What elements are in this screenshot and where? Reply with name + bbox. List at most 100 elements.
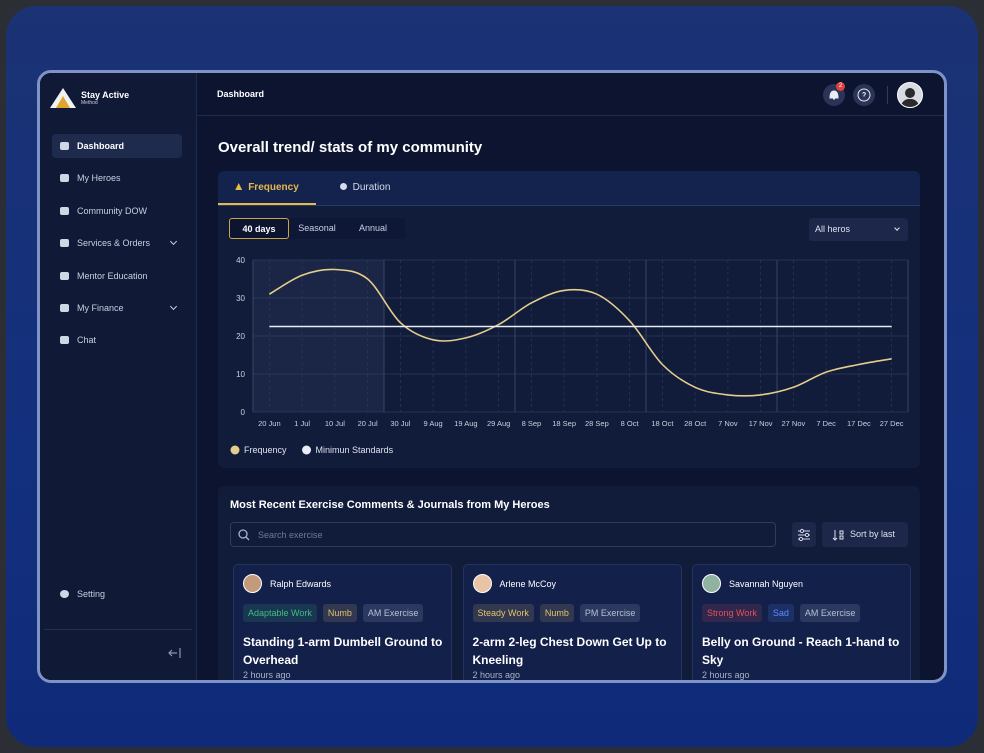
nav-label: Services & Orders	[77, 238, 151, 249]
setting-link[interactable]: Setting	[52, 582, 182, 606]
y-tick-label: 30	[236, 294, 245, 303]
nav-label: Dashboard	[77, 141, 125, 151]
top-bar: Dashboard 2	[197, 73, 944, 116]
x-tick-label: 7 Nov	[718, 419, 738, 428]
search-box[interactable]: Search exercise	[230, 522, 776, 547]
x-tick-label: 28 Oct	[684, 419, 707, 428]
icon	[60, 174, 69, 183]
tab-label: Frequency	[248, 182, 299, 193]
tag-list: Strong Work Sad AM Exercise	[702, 603, 866, 622]
tag-list: Steady Work Numb PM Exercise	[472, 603, 647, 622]
tab-bar: Frequency Duration	[218, 171, 920, 206]
tag: Numb	[539, 604, 574, 622]
range-selector: 40 days Seasonal Annual	[229, 218, 405, 239]
x-tick-label: 18 Sep	[552, 419, 576, 428]
comment-card[interactable]: Arlene McCoy Steady Work Numb PM Exercise 2-…	[462, 564, 682, 680]
notification-badge: 2	[836, 82, 845, 91]
icon	[60, 304, 69, 312]
notification-button[interactable]: 2	[823, 82, 845, 106]
card-avatar	[243, 574, 262, 593]
divider	[44, 629, 192, 630]
legend-label: Frequency	[244, 445, 287, 455]
range-option[interactable]: Annual	[358, 223, 388, 233]
tab[interactable]: Duration	[316, 171, 414, 205]
card-title: Standing 1-arm Dumbell Ground to Overhea…	[243, 635, 443, 667]
sidebar: Stay Active Method Dashboard My Heroes Com…	[40, 73, 197, 680]
dropdown-label: All heros	[815, 224, 851, 234]
nav-item[interactable]: Mentor Education	[52, 264, 182, 288]
y-tick-label: 20	[236, 332, 245, 341]
card-avatar	[472, 574, 492, 593]
nav-label: Community DOW	[77, 205, 148, 216]
nav-label: Chat	[77, 335, 97, 346]
icon	[60, 336, 69, 345]
legend-swatch	[230, 445, 240, 455]
card-name: Savannah Nguyen	[729, 579, 804, 589]
divider	[887, 86, 888, 104]
header-title: Dashboard	[217, 89, 265, 99]
range-option[interactable]: 40 days	[229, 218, 289, 239]
legend-swatch	[302, 445, 312, 455]
tag: AM Exercise	[362, 604, 424, 622]
collapse-button[interactable]	[168, 647, 182, 659]
card-name: Ralph Edwards	[270, 579, 332, 589]
nav-item[interactable]: Services & Orders	[52, 231, 182, 255]
nav-label: Mentor Education	[77, 270, 148, 281]
tab-icon	[235, 183, 243, 190]
x-tick-label: 30 Jul	[390, 419, 410, 428]
series-line	[268, 268, 892, 397]
tag: PM Exercise	[579, 604, 641, 622]
tag: Numb	[322, 604, 357, 622]
avatar[interactable]	[897, 82, 923, 108]
range-option[interactable]: Seasonal	[298, 223, 336, 233]
x-tick-label: 20 Jun	[258, 419, 281, 428]
icon	[60, 142, 69, 150]
nav-item[interactable]: Community DOW	[52, 199, 182, 223]
sort-button[interactable]: Sort by last	[822, 522, 908, 547]
tab-icon	[339, 183, 347, 190]
y-tick-label: 40	[236, 256, 245, 265]
nav-item[interactable]: Dashboard	[52, 134, 182, 158]
tab[interactable]: Frequency	[218, 171, 316, 205]
sort-label: Sort by last	[850, 529, 896, 539]
page-title: Overall trend/ stats of my community	[218, 139, 483, 156]
x-tick-label: 19 Aug	[454, 419, 477, 428]
tag: Adaptable Work	[243, 604, 317, 622]
x-tick-label: 27 Dec	[880, 419, 904, 428]
help-button[interactable]	[853, 84, 875, 106]
card-name: Arlene McCoy	[499, 579, 557, 589]
x-tick-label: 20 Jul	[358, 419, 378, 428]
x-tick-label: 8 Oct	[621, 419, 640, 428]
tab-label: Duration	[352, 182, 391, 193]
x-tick-label: 18 Oct	[651, 419, 674, 428]
x-tick-label: 28 Sep	[585, 419, 609, 428]
legend-label: Minimun Standards	[316, 445, 394, 455]
dropdown[interactable]: All heros	[809, 218, 908, 241]
icon	[60, 271, 69, 280]
tag: Steady Work	[472, 604, 534, 622]
logo	[50, 88, 76, 108]
comments-title: Most Recent Exercise Comments & Journals…	[230, 499, 550, 511]
comment-card[interactable]: Savannah Nguyen Strong Work Sad AM Exercise…	[692, 564, 911, 680]
icon	[60, 239, 69, 248]
x-tick-label: 8 Sep	[522, 419, 542, 428]
nav-item[interactable]: My Heroes	[52, 166, 182, 190]
nav-item[interactable]: Chat	[52, 328, 182, 352]
x-tick-label: 17 Dec	[847, 419, 871, 428]
brand-name: Stay Active	[81, 90, 130, 100]
nav-item[interactable]: My Finance	[52, 296, 182, 320]
filter-button[interactable]	[792, 522, 816, 547]
x-tick-label: 9 Aug	[424, 419, 443, 428]
card-time: 2 hours ago	[243, 670, 291, 680]
x-tick-label: 7 Dec	[816, 419, 836, 428]
comment-card[interactable]: Ralph Edwards Adaptable Work Numb AM Exerci…	[233, 564, 452, 680]
icon	[60, 206, 69, 215]
nav-label: Setting	[77, 589, 106, 599]
card-title: Belly on Ground - Reach 1-hand to Sky	[702, 635, 900, 667]
x-tick-label: 27 Nov	[781, 419, 805, 428]
tag-list: Adaptable Work Numb AM Exercise	[243, 603, 429, 622]
tag: Sad	[767, 604, 794, 622]
card-time: 2 hours ago	[702, 670, 750, 680]
